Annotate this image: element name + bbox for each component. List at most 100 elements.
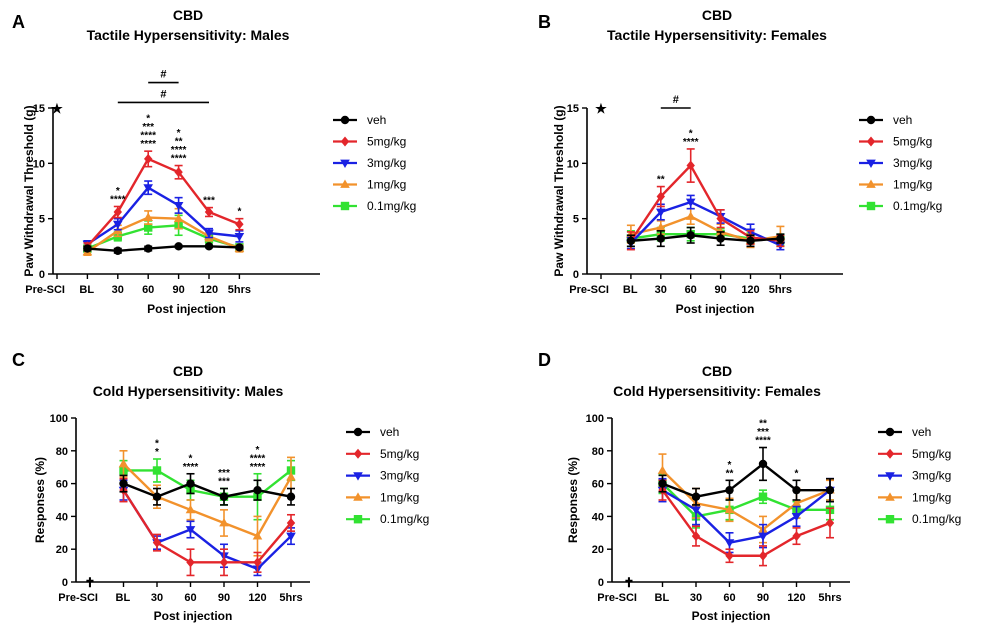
significance-label: **: [657, 175, 665, 186]
legend-label: 1mg/kg: [912, 490, 951, 504]
series-veh: [626, 226, 785, 248]
data-point: [173, 213, 184, 223]
bracket-label: #: [160, 69, 166, 81]
significance-label: *: [155, 439, 159, 450]
panel-letter: A: [12, 12, 25, 32]
significance-label: ****: [250, 453, 266, 464]
x-tick-label: 5hrs: [279, 592, 302, 604]
chart-subtitle: Tactile Hypersensitivity: Females: [607, 27, 827, 43]
x-tick-label: 30: [112, 284, 124, 296]
legend-swatch-marker: [353, 427, 363, 437]
data-point: [173, 201, 184, 211]
legend-label: 3mg/kg: [380, 469, 419, 483]
pre-sci-star-marker: ★: [51, 101, 63, 116]
data-point: [219, 517, 229, 527]
significance-label: *: [146, 114, 150, 125]
data-point: [791, 498, 802, 507]
y-axis-label: Responses (%): [33, 457, 47, 543]
x-tick-label: 5hrs: [769, 284, 792, 296]
legend: veh 5mg/kg 3mg/kg 1mg/kg 0.1mg/kg: [333, 113, 416, 213]
series-line: [630, 200, 781, 247]
data-point: [253, 557, 262, 568]
legend-label: veh: [893, 113, 912, 127]
significance-label: ***: [757, 427, 769, 438]
y-tick-label: 15: [33, 103, 45, 115]
y-tick-label: 20: [56, 544, 68, 556]
significance-label: *: [795, 468, 799, 479]
data-point: [792, 485, 801, 495]
x-axis-label: Post injection: [147, 302, 226, 316]
x-axis-label: Post injection: [154, 609, 233, 623]
legend-swatch-marker: [340, 179, 350, 188]
data-point: [204, 242, 214, 251]
series-line: [661, 489, 831, 557]
panel-b: B CBD Tactile Hypersensitivity: Females 0 5 1…: [538, 7, 942, 316]
series-line: [122, 463, 293, 538]
data-point: [185, 504, 196, 514]
y-tick-label: 100: [586, 413, 604, 425]
panel-letter: D: [538, 350, 551, 370]
data-point: [119, 479, 128, 488]
chart-subtitle: Cold Hypersensitivity: Females: [613, 383, 821, 399]
x-tick-label: 5hrs: [818, 592, 841, 604]
significance-label: **: [726, 468, 734, 479]
x-tick-label: BL: [655, 592, 670, 604]
legend-label: 3mg/kg: [893, 156, 932, 170]
data-point: [686, 231, 695, 240]
legend-label: 5mg/kg: [912, 447, 951, 461]
chart-subtitle: Tactile Hypersensitivity: Males: [87, 27, 290, 43]
x-tick-label: 90: [218, 592, 230, 604]
significance-label: ****: [250, 462, 266, 473]
data-point: [144, 223, 153, 232]
significance-label: ****: [110, 194, 126, 205]
x-tick-label: BL: [79, 284, 94, 296]
data-point: [286, 532, 296, 542]
legend-label: 1mg/kg: [380, 490, 419, 504]
series-line: [122, 489, 292, 564]
data-point: [626, 236, 636, 245]
legend-swatch-marker: [866, 159, 876, 168]
y-tick-label: 0: [62, 577, 68, 589]
x-tick-label: 90: [172, 284, 184, 296]
y-tick-label: 60: [56, 479, 68, 491]
data-point: [143, 212, 153, 221]
significance-label: ****: [171, 154, 187, 165]
series-5mg-kg: [83, 150, 244, 252]
data-point: [144, 153, 153, 164]
y-tick-label: 0: [573, 269, 579, 281]
x-tick-label: 120: [741, 284, 759, 296]
data-point: [118, 458, 129, 468]
data-point: [174, 167, 183, 178]
legend-label: veh: [380, 425, 399, 439]
significance-label: ***: [203, 196, 215, 207]
significance-label: *: [155, 447, 159, 458]
chart-title: CBD: [173, 7, 203, 23]
data-point: [186, 557, 195, 568]
significance-label: ****: [140, 131, 156, 142]
significance-label: **: [175, 137, 183, 148]
data-point: [152, 466, 162, 475]
y-tick-label: 40: [56, 511, 68, 523]
significance-label: ****: [183, 462, 199, 473]
x-tick-label: 30: [151, 592, 163, 604]
x-tick-label: 60: [723, 592, 735, 604]
x-tick-label: 60: [184, 592, 196, 604]
pre-sci-cross-marker: ✝: [624, 575, 635, 590]
bracket-label: #: [673, 94, 679, 106]
data-point: [724, 539, 735, 548]
significance-label: ****: [683, 137, 699, 148]
y-tick-label: 10: [33, 158, 45, 170]
legend-swatch-marker: [866, 179, 876, 188]
legend-swatch-marker: [340, 115, 350, 125]
data-point: [656, 191, 665, 202]
data-point: [725, 485, 734, 495]
data-point: [792, 531, 801, 542]
series-line: [123, 482, 292, 499]
data-point: [186, 479, 195, 488]
significance-label: ***: [218, 468, 230, 479]
data-point: [252, 531, 263, 540]
series-veh: [83, 242, 244, 255]
data-point: [691, 531, 701, 542]
series-line: [86, 224, 240, 250]
data-point: [825, 485, 835, 495]
